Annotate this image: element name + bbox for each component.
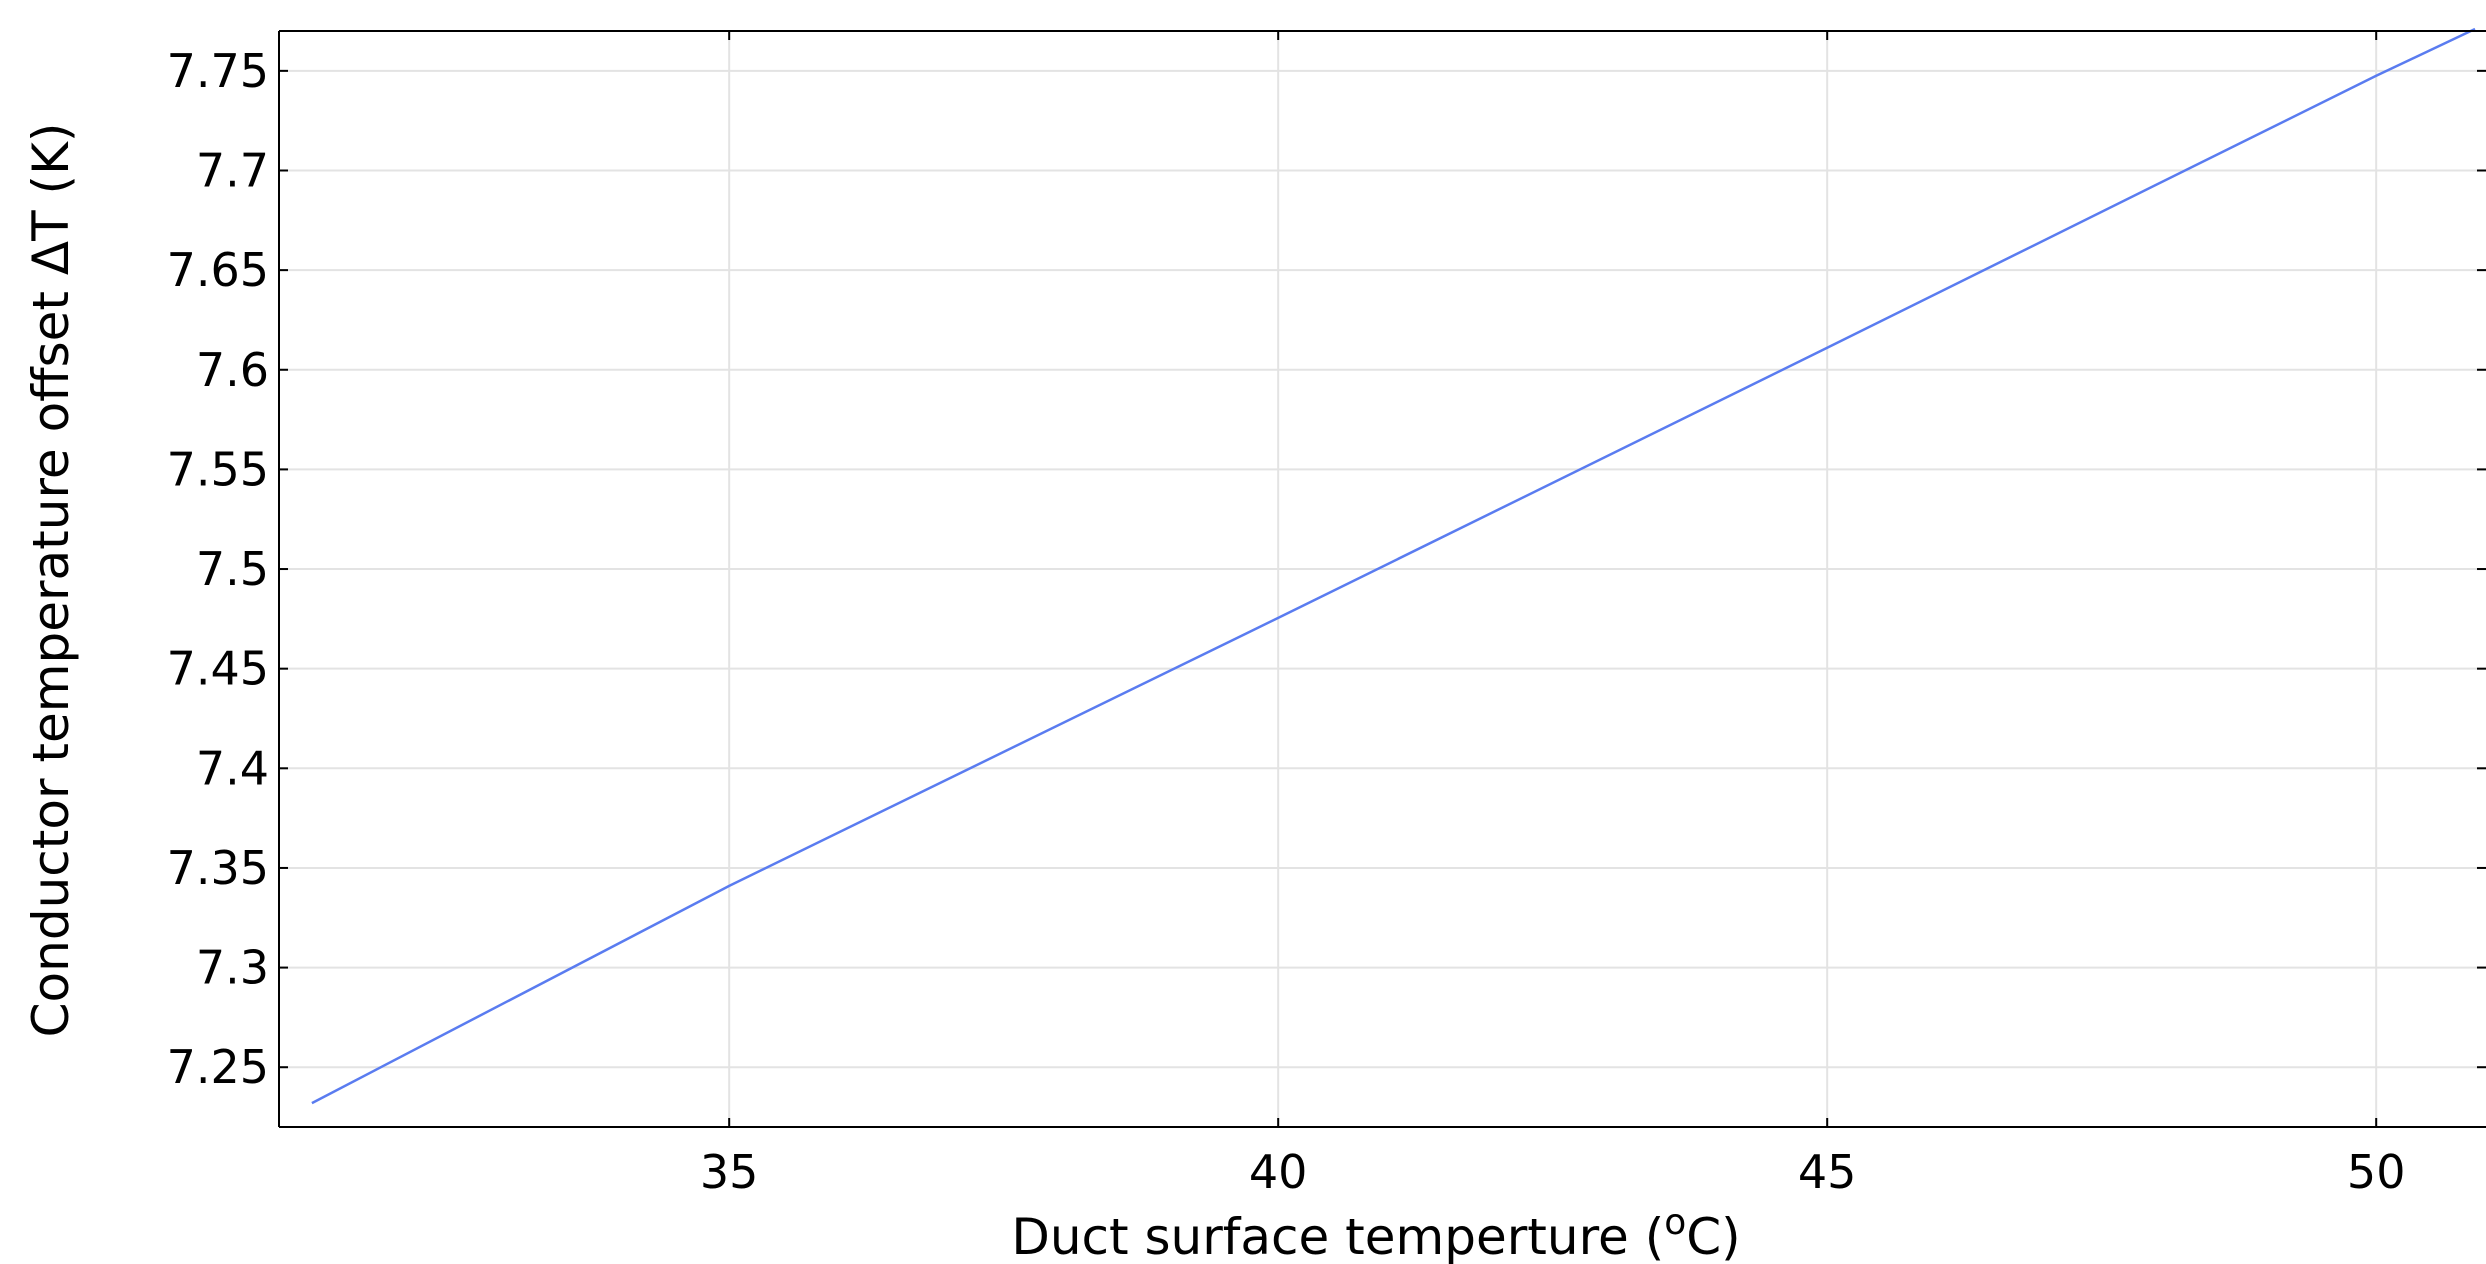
x-axis-title: Duct surface temperture (oC): [1011, 1202, 1740, 1264]
y-tick-label: 7.45: [167, 642, 269, 696]
x-axis-title-degree: o: [1664, 1202, 1686, 1243]
y-tick-label: 7.35: [167, 841, 269, 895]
x-axis-title-main: Duct surface temperture (: [1011, 1208, 1664, 1264]
x-axis-ticks: 35 40 45 50: [700, 31, 2406, 1199]
x-tick-label: 40: [1249, 1145, 1308, 1199]
y-axis-title: Conductor temperature offset ΔT (K): [22, 123, 80, 1038]
series-layer: [311, 27, 2476, 1105]
y-tick-label: 7.65: [167, 243, 269, 297]
y-tick-label: 7.25: [167, 1040, 269, 1094]
x-tick-label: 45: [1798, 1145, 1857, 1199]
x-tick-label: 35: [700, 1145, 759, 1199]
y-tick-label: 7.5: [196, 542, 269, 596]
y-tick-label: 7.75: [167, 44, 269, 98]
x-tick-label: 50: [2347, 1145, 2406, 1199]
series-line: [311, 27, 2476, 1105]
y-tick-label: 7.3: [196, 941, 269, 995]
y-axis-ticks: 7.25 7.3 7.35 7.4 7.45 7.5 7.55 7.6 7.65 7.7 7.75: [167, 44, 2486, 1094]
plot-frame: [278, 30, 2486, 1128]
y-tick-label: 7.7: [196, 143, 269, 197]
x-axis-title-unit: C): [1686, 1208, 1740, 1264]
y-tick-label: 7.55: [167, 442, 269, 496]
grid-lines: [279, 31, 2486, 1127]
y-tick-label: 7.6: [196, 343, 269, 397]
y-tick-label: 7.4: [196, 741, 269, 795]
